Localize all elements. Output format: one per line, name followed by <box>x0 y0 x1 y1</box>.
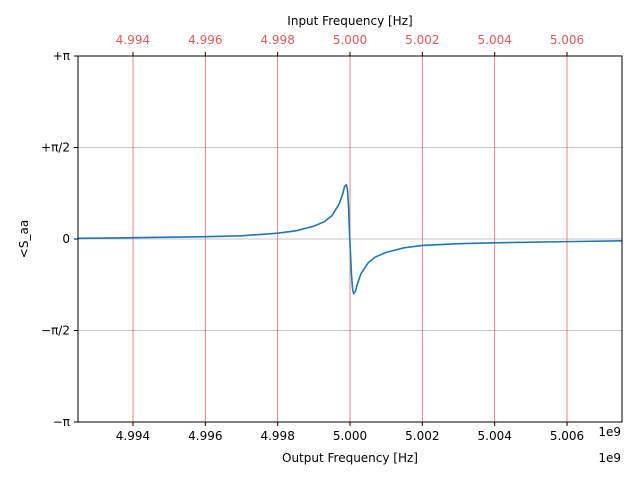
x-tick-label: 5.002 <box>405 429 439 443</box>
y-tick-label: +π/2 <box>41 140 70 154</box>
x-tick-label: 5.000 <box>333 429 367 443</box>
y-tick-label: 0 <box>62 232 70 246</box>
x-tick-label: 4.998 <box>260 429 294 443</box>
phase-series-line <box>77 184 623 295</box>
x-tick-label: 5.006 <box>550 429 584 443</box>
top-x-tick-label: 5.006 <box>550 33 584 47</box>
top-x-axis-offset-label: 1e9 <box>598 425 621 439</box>
top-x-tick-label: 5.004 <box>478 33 512 47</box>
top-x-tick-label: 5.000 <box>333 33 367 47</box>
y-tick-label: −π <box>53 415 70 429</box>
series-layer <box>77 184 623 295</box>
ticks-layer: −π −π/2 0 +π/2 +π 4.994 4.996 4.998 5.000 5.002 5.… <box>41 33 584 443</box>
top-x-tick-label: 4.996 <box>188 33 222 47</box>
y-axis-title: <S_aa <box>17 220 31 258</box>
top-x-axis-title: Input Frequency [Hz] <box>287 14 412 28</box>
x-tick-label: 5.004 <box>478 429 512 443</box>
y-tick-label: +π <box>53 49 70 63</box>
top-x-tick-label: 4.994 <box>116 33 150 47</box>
x-axis-title: Output Frequency [Hz] <box>282 451 418 465</box>
y-tick-label: −π/2 <box>41 324 70 338</box>
x-axis-offset-label: 1e9 <box>598 451 621 465</box>
top-x-tick-label: 4.998 <box>260 33 294 47</box>
x-tick-label: 4.994 <box>116 429 150 443</box>
x-tick-label: 4.996 <box>188 429 222 443</box>
top-x-tick-label: 5.002 <box>405 33 439 47</box>
